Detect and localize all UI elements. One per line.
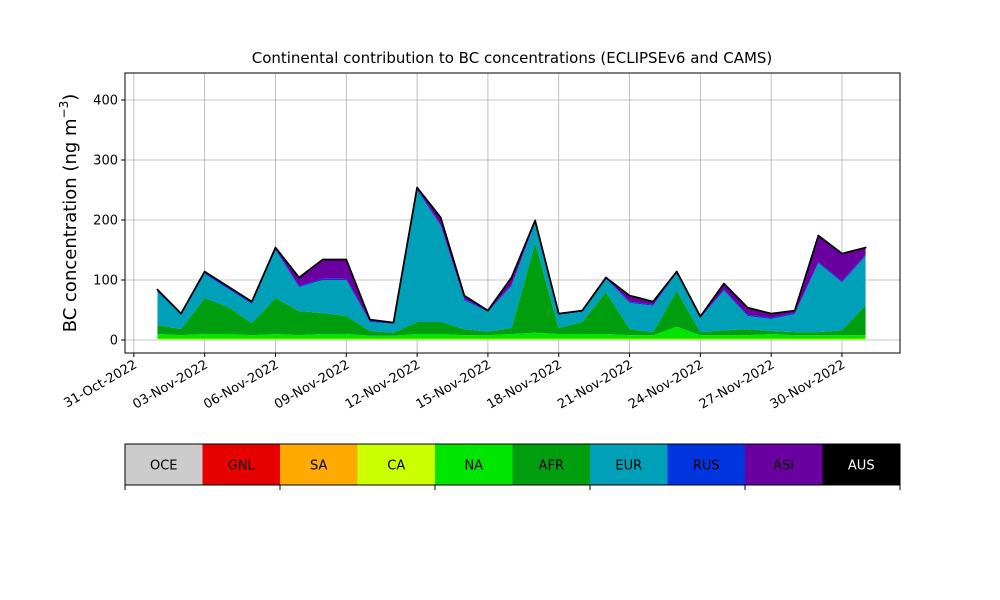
- legend-label: AUS: [848, 459, 875, 474]
- x-tick-label: 18-Nov-2022: [484, 357, 564, 412]
- legend-swatch: [202, 444, 280, 485]
- legend-label: RUS: [693, 459, 720, 474]
- x-tick-label: 21-Nov-2022: [555, 357, 635, 412]
- area: [157, 189, 866, 333]
- legend-label: GNL: [228, 459, 256, 474]
- area: [157, 326, 866, 339]
- legend-label: SA: [310, 459, 327, 474]
- area: [156, 186, 867, 324]
- y-axis-label: BC concentration (ng m−3): [57, 94, 81, 333]
- legend-swatch: [125, 444, 203, 485]
- legend-swatch: [357, 444, 435, 485]
- x-tick-label: 03-Nov-2022: [130, 357, 210, 412]
- y-tick-label: 100: [93, 273, 118, 288]
- legend-label: NA: [464, 459, 483, 474]
- area: [157, 338, 866, 340]
- x-tick-label: 24-Nov-2022: [626, 357, 706, 412]
- legend-swatch: [280, 444, 358, 485]
- x-tick-label: 09-Nov-2022: [272, 357, 352, 412]
- legend-swatch: [745, 444, 823, 485]
- legend-frame: [124, 443, 901, 486]
- legend-label: OCE: [150, 459, 178, 474]
- x-tick-label: 12-Nov-2022: [343, 357, 423, 412]
- legend-label: AFR: [539, 459, 564, 474]
- y-tick-label: 400: [93, 93, 118, 108]
- plot-frame: [124, 72, 901, 354]
- y-tick-label: 0: [110, 333, 118, 348]
- x-tick-label: 30-Nov-2022: [768, 357, 848, 412]
- legend-label: EUR: [615, 459, 642, 474]
- legend-swatch: [667, 444, 745, 485]
- y-tick-label: 300: [93, 153, 118, 168]
- x-tick-label: 27-Nov-2022: [697, 357, 777, 412]
- chart-title: Continental contribution to BC concentra…: [252, 49, 773, 67]
- area: [157, 242, 866, 336]
- legend-swatch: [512, 444, 590, 485]
- legend-swatch: [435, 444, 513, 485]
- y-tick-label: 200: [93, 213, 118, 228]
- legend-label: ASI: [773, 459, 794, 474]
- x-tick-label: 15-Nov-2022: [414, 357, 494, 412]
- legend-swatch: [590, 444, 668, 485]
- legend-label: CA: [387, 459, 405, 474]
- x-tick-label: 31-Oct-2022: [61, 357, 139, 411]
- legend-swatch: [822, 444, 900, 485]
- x-tick-label: 06-Nov-2022: [201, 357, 281, 412]
